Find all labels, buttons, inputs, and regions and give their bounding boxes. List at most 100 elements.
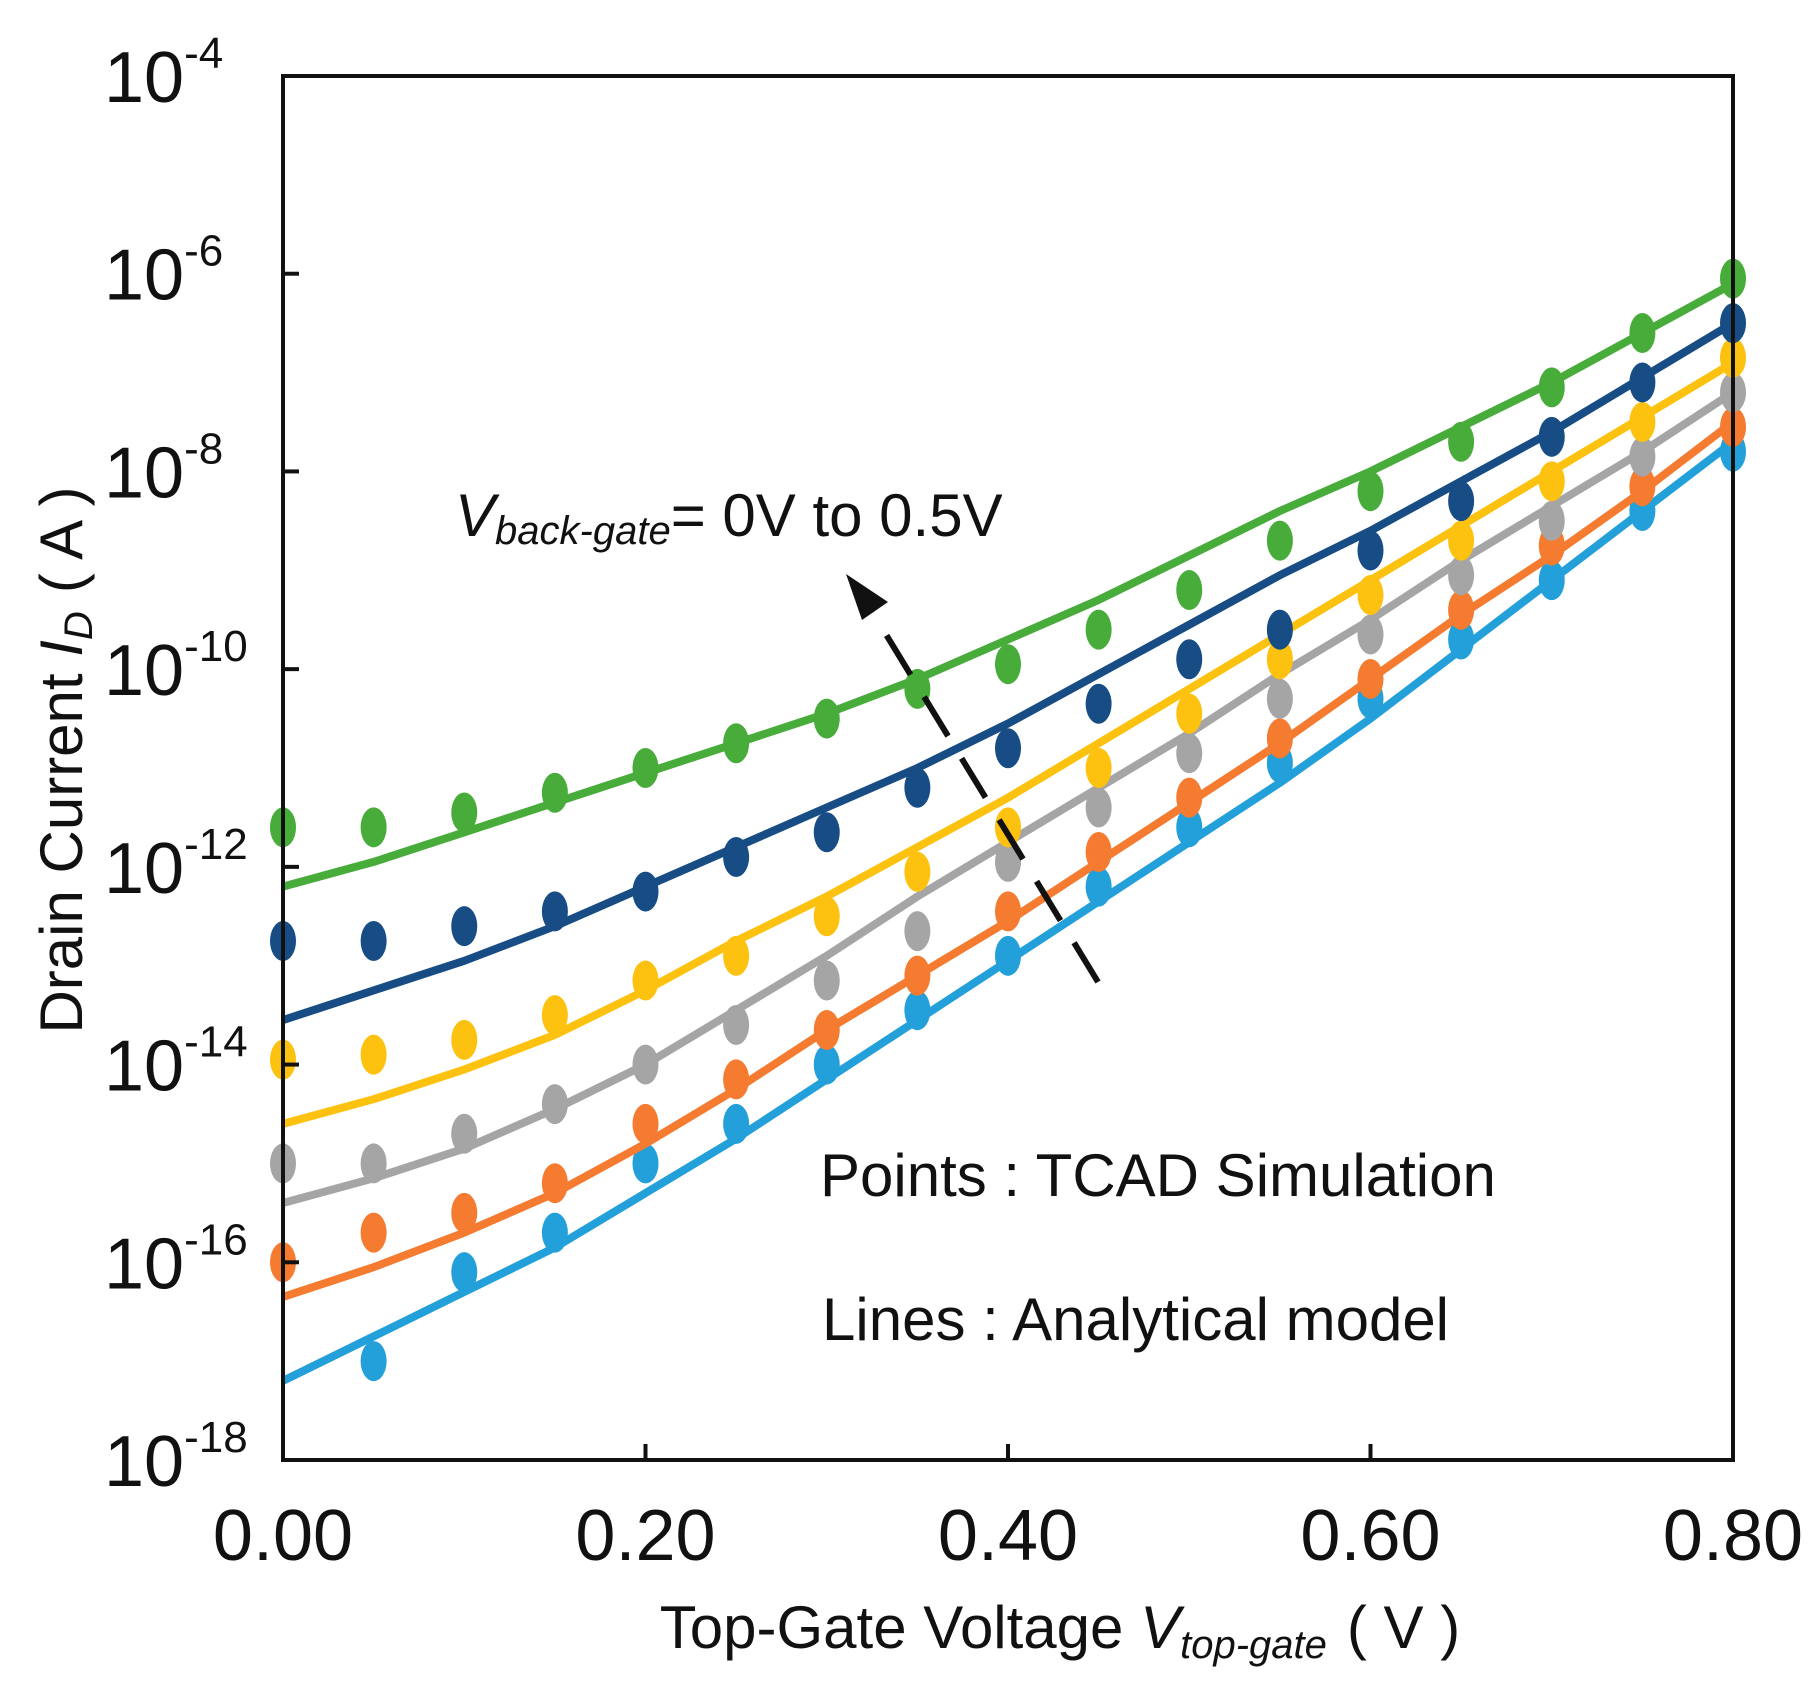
series-point bbox=[632, 960, 659, 1001]
series-point bbox=[451, 1192, 478, 1233]
series-point bbox=[904, 990, 931, 1031]
series-point bbox=[541, 1212, 568, 1253]
series-point bbox=[1629, 466, 1656, 507]
series-point bbox=[632, 748, 659, 788]
series-point bbox=[541, 1084, 568, 1125]
series-line bbox=[281, 280, 1735, 891]
series-point bbox=[723, 1005, 750, 1046]
x-axis-title-subscript: top-gate bbox=[1180, 1623, 1327, 1667]
series-point bbox=[1176, 639, 1203, 680]
series-point bbox=[1085, 748, 1112, 788]
x-axis-title: Top-Gate Voltage Vtop-gate ( V ) bbox=[660, 1594, 1460, 1667]
series-point bbox=[541, 995, 568, 1036]
series-point bbox=[813, 698, 840, 739]
series-point bbox=[451, 906, 478, 947]
series-point bbox=[1538, 500, 1565, 541]
y-tick-exponent: -8 bbox=[184, 424, 223, 473]
y-axis-title-prefix: Drain Current bbox=[28, 657, 95, 1034]
series-point bbox=[541, 891, 568, 932]
x-tick-label: 0.60 bbox=[1300, 1496, 1440, 1576]
series-point bbox=[995, 891, 1021, 932]
series-point bbox=[1176, 570, 1203, 611]
series-point bbox=[1085, 683, 1112, 724]
y-tick-exponent: -4 bbox=[184, 29, 223, 78]
x-tick-label: 0.00 bbox=[213, 1496, 353, 1576]
series-point bbox=[1629, 313, 1656, 354]
sweep-annotation: Vback-gate= 0V to 0.5V bbox=[455, 482, 1003, 553]
y-tick-exponent: -10 bbox=[184, 622, 248, 671]
y-tick-base: 10 bbox=[104, 433, 184, 513]
series-point bbox=[541, 772, 568, 813]
series-point bbox=[904, 911, 931, 952]
x-tick-label: 0.80 bbox=[1663, 1496, 1803, 1576]
x-tick-label: 0.20 bbox=[575, 1496, 715, 1576]
y-tick-exponent: -18 bbox=[184, 1413, 248, 1462]
y-axis-title: Drain Current ID ( A ) bbox=[28, 486, 101, 1033]
series-point bbox=[995, 644, 1021, 685]
series-point bbox=[995, 841, 1021, 882]
sweep-symbol: V bbox=[455, 482, 500, 549]
series-point bbox=[360, 1143, 387, 1184]
y-tick-label: 10-8 bbox=[104, 424, 223, 513]
series-point bbox=[995, 935, 1021, 976]
series-point bbox=[723, 836, 750, 877]
y-axis-title-symbol: I bbox=[28, 640, 95, 657]
series-point bbox=[1266, 639, 1293, 680]
sweep-subscript: back-gate bbox=[495, 509, 671, 553]
series-point bbox=[1448, 619, 1475, 660]
y-tick-label: 10-16 bbox=[104, 1215, 248, 1304]
series-point bbox=[541, 1163, 568, 1204]
sweep-range: = 0V to 0.5V bbox=[671, 482, 1003, 549]
series-point bbox=[451, 1019, 478, 1060]
series-point bbox=[904, 955, 931, 996]
legend-points: Points : TCAD Simulation bbox=[820, 1142, 1496, 1209]
y-tick-label: 10-4 bbox=[104, 29, 223, 118]
y-tick-base: 10 bbox=[104, 236, 184, 316]
series-point bbox=[1176, 693, 1203, 734]
series-point bbox=[1448, 589, 1475, 630]
y-axis-title-subscript: D bbox=[57, 611, 101, 640]
series-point bbox=[360, 1034, 387, 1075]
series-point bbox=[1629, 402, 1656, 442]
y-tick-exponent: -14 bbox=[184, 1018, 248, 1067]
series-point bbox=[813, 960, 840, 1001]
y-tick-label: 10-18 bbox=[104, 1413, 248, 1502]
x-axis-title-symbol: V bbox=[1140, 1594, 1185, 1661]
series-point bbox=[1538, 560, 1565, 601]
series-line bbox=[281, 319, 1736, 1024]
series-point bbox=[451, 792, 478, 833]
series-point bbox=[813, 1009, 840, 1050]
y-tick-label: 10-12 bbox=[104, 820, 248, 909]
series-point bbox=[1176, 807, 1203, 848]
series-point bbox=[1266, 718, 1293, 759]
series-point bbox=[813, 1044, 840, 1085]
series-point bbox=[451, 1252, 478, 1293]
series-5 bbox=[270, 258, 1746, 891]
sweep-arrow bbox=[846, 574, 1101, 984]
series-point bbox=[995, 807, 1021, 848]
series-point bbox=[1085, 787, 1112, 828]
series-point bbox=[1538, 416, 1565, 457]
y-tick-base: 10 bbox=[104, 1224, 184, 1304]
series-point bbox=[1176, 777, 1203, 818]
series-point bbox=[1448, 520, 1475, 561]
series-point bbox=[632, 1103, 659, 1144]
y-tick-base: 10 bbox=[104, 829, 184, 909]
series-point bbox=[1357, 575, 1384, 615]
series-point bbox=[1176, 733, 1203, 774]
series-point bbox=[1448, 555, 1475, 596]
series-point bbox=[813, 812, 840, 853]
series-point bbox=[1629, 362, 1656, 403]
series-point bbox=[904, 851, 931, 892]
series-point bbox=[360, 1212, 387, 1253]
y-tick-label: 10-10 bbox=[104, 622, 248, 711]
series-point bbox=[723, 1103, 750, 1144]
series-point bbox=[813, 896, 840, 937]
series-point bbox=[632, 1044, 659, 1085]
series-point bbox=[1448, 481, 1475, 522]
series-layer bbox=[270, 258, 1746, 1385]
series-point bbox=[360, 807, 387, 848]
series-point bbox=[1266, 609, 1293, 650]
y-tick-exponent: -6 bbox=[184, 227, 223, 276]
series-point bbox=[1357, 530, 1384, 571]
